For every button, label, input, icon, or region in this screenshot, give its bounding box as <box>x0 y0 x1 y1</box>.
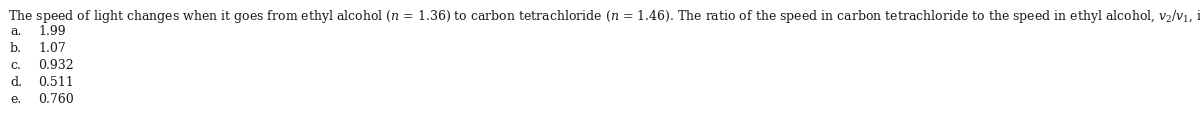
Text: a.: a. <box>10 25 22 38</box>
Text: d.: d. <box>10 76 22 89</box>
Text: b.: b. <box>10 42 22 55</box>
Text: The speed of light changes when it goes from ethyl alcohol ($n$ = 1.36) to carbo: The speed of light changes when it goes … <box>8 8 1200 25</box>
Text: 0.932: 0.932 <box>38 59 73 72</box>
Text: e.: e. <box>10 93 22 106</box>
Text: 1.07: 1.07 <box>38 42 66 55</box>
Text: 0.511: 0.511 <box>38 76 73 89</box>
Text: 0.760: 0.760 <box>38 93 73 106</box>
Text: 1.99: 1.99 <box>38 25 66 38</box>
Text: c.: c. <box>10 59 20 72</box>
